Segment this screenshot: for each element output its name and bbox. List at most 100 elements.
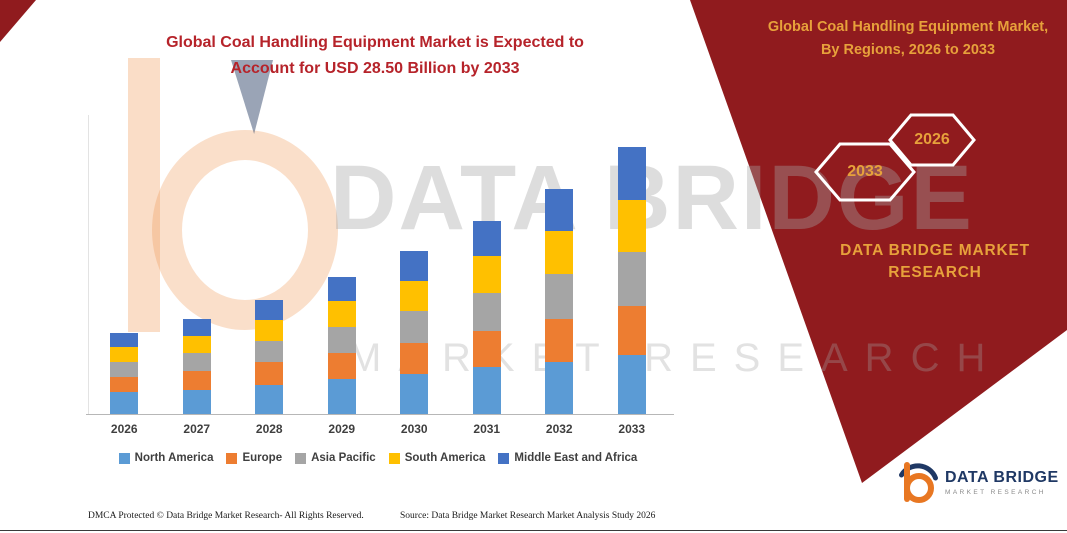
legend-item-asia-pacific: Asia Pacific	[295, 452, 376, 464]
bar-segment-south-america-2032	[545, 231, 574, 275]
bar-segment-middle-east-and-africa-2029	[327, 277, 356, 302]
bar-2028	[255, 299, 284, 414]
chart-title-line-1: Global Coal Handling Equipment Market is…	[166, 34, 584, 51]
bar-segment-north-america-2031	[472, 367, 501, 414]
bottom-divider	[0, 530, 1067, 531]
company-logo-name: DATA BRIDGE	[945, 468, 1059, 486]
banner-title: Global Coal Handling Equipment Market, B…	[767, 19, 1049, 58]
bar-segment-south-america-2028	[255, 320, 284, 341]
bar-2026	[110, 333, 139, 414]
x-axis-line	[86, 414, 674, 415]
bar-segment-south-america-2033	[617, 200, 646, 252]
chart-legend: North America Europe Asia Pacific South Ame…	[88, 452, 668, 464]
bar-segment-north-america-2026	[110, 392, 139, 414]
brand-name: DATA BRIDGE MARKET RESEARCH	[810, 240, 1060, 284]
x-axis-label-2029: 2029	[328, 422, 356, 436]
source-note: Source: Data Bridge Market Research Mark…	[400, 511, 656, 521]
bar-segment-europe-2026	[110, 376, 139, 393]
legend-item-middle-east-and-africa: Middle East and Africa	[498, 452, 637, 464]
y-axis-line	[88, 115, 89, 415]
legend-label-north-america: North America	[134, 452, 214, 464]
brand-line-1: DATA BRIDGE MARKET	[840, 242, 1030, 259]
hexagon-badges	[814, 113, 976, 202]
bar-segment-asia-pacific-2030	[400, 310, 429, 343]
x-axis-label-2031: 2031	[473, 422, 501, 436]
bar-segment-south-america-2027	[182, 336, 211, 354]
company-logo-icon	[899, 462, 938, 503]
bar-segment-europe-2029	[327, 353, 356, 380]
legend-item-south-america: South America	[388, 452, 486, 464]
watermark-text-databridge: DATA BRIDGE	[330, 147, 974, 249]
bar-segment-asia-pacific-2027	[182, 353, 211, 371]
bar-segment-europe-2033	[617, 306, 646, 355]
bar-segment-asia-pacific-2033	[617, 251, 646, 307]
bar-segment-middle-east-and-africa-2032	[545, 189, 574, 232]
bar-segment-asia-pacific-2029	[327, 326, 356, 354]
bar-segment-north-america-2030	[400, 373, 429, 414]
hexagon-year-2033: 2033	[847, 163, 883, 180]
bar-segment-north-america-2032	[545, 361, 574, 414]
chart-title: Global Coal Handling Equipment Market is…	[90, 30, 660, 82]
bar-segment-europe-2030	[400, 342, 429, 374]
bar-segment-middle-east-and-africa-2031	[472, 220, 501, 257]
bar-segment-south-america-2029	[327, 301, 356, 327]
x-axis-label-2030: 2030	[400, 422, 428, 436]
legend-label-middle-east-and-africa: Middle East and Africa	[514, 452, 638, 464]
bar-2029	[327, 277, 356, 414]
bar-segment-europe-2031	[472, 330, 501, 368]
bar-segment-south-america-2026	[110, 347, 139, 362]
bar-segment-middle-east-and-africa-2026	[110, 333, 139, 348]
legend-item-north-america: North America	[118, 452, 214, 464]
x-axis-label-2028: 2028	[255, 422, 283, 436]
company-logo-text: DATA BRIDGE MARKET RESEARCH	[945, 469, 1059, 496]
bar-segment-middle-east-and-africa-2030	[400, 250, 429, 281]
company-logo: DATA BRIDGE MARKET RESEARCH	[893, 458, 1059, 506]
bar-2032	[545, 189, 574, 414]
bar-segment-middle-east-and-africa-2027	[182, 319, 211, 337]
x-axis-label-2032: 2032	[545, 422, 573, 436]
x-axis-label-2027: 2027	[183, 422, 211, 436]
legend-label-europe: Europe	[242, 452, 283, 464]
legend-swatch-middle-east-and-africa	[498, 452, 510, 464]
bar-segment-south-america-2030	[400, 280, 429, 311]
corner-accent-triangle	[0, 0, 36, 42]
x-axis-label-2033: 2033	[618, 422, 646, 436]
bar-segment-middle-east-and-africa-2033	[617, 146, 646, 201]
legend-swatch-asia-pacific	[295, 452, 307, 464]
hexagon-2033	[814, 142, 916, 202]
bar-segment-middle-east-and-africa-2028	[255, 299, 284, 321]
bar-segment-north-america-2033	[617, 354, 646, 414]
dmca-notice: DMCA Protected © Data Bridge Market Rese…	[88, 511, 364, 521]
bar-segment-north-america-2028	[255, 384, 284, 414]
legend-swatch-north-america	[118, 452, 130, 464]
stacked-bar-chart: 2026 2027 2028 2029 2030 2031 2032 2033	[86, 115, 674, 436]
chart-title-line-2: Account for USD 28.50 Billion by 2033	[230, 60, 520, 77]
company-logo-subtitle: MARKET RESEARCH	[945, 488, 1046, 496]
legend-swatch-south-america	[388, 452, 400, 464]
legend-label-asia-pacific: Asia Pacific	[311, 452, 376, 464]
bar-segment-europe-2032	[545, 319, 574, 362]
bar-segment-europe-2028	[255, 362, 284, 385]
bar-segment-north-america-2029	[327, 379, 356, 414]
brand-line-2: RESEARCH	[888, 264, 982, 281]
bar-segment-europe-2027	[182, 370, 211, 390]
bar-segment-south-america-2031	[472, 256, 501, 294]
watermark-text-marketresearch: MARKET RESEARCH	[348, 336, 1003, 380]
bar-segment-asia-pacific-2031	[472, 293, 501, 331]
bar-segment-asia-pacific-2032	[545, 274, 574, 320]
bar-segment-asia-pacific-2028	[255, 340, 284, 363]
x-axis-label-2026: 2026	[110, 422, 138, 436]
bar-2033	[617, 146, 646, 414]
legend-swatch-europe	[226, 452, 238, 464]
hexagon-2026	[888, 113, 976, 167]
bar-2030	[400, 250, 429, 414]
bar-2031	[472, 220, 501, 414]
bar-segment-north-america-2027	[182, 389, 211, 414]
legend-label-south-america: South America	[404, 452, 486, 464]
bar-2027	[182, 319, 211, 414]
hexagon-year-2026: 2026	[914, 131, 950, 148]
logo-watermark-stem	[128, 58, 160, 332]
legend-item-europe: Europe	[226, 452, 282, 464]
bar-segment-asia-pacific-2026	[110, 361, 139, 377]
